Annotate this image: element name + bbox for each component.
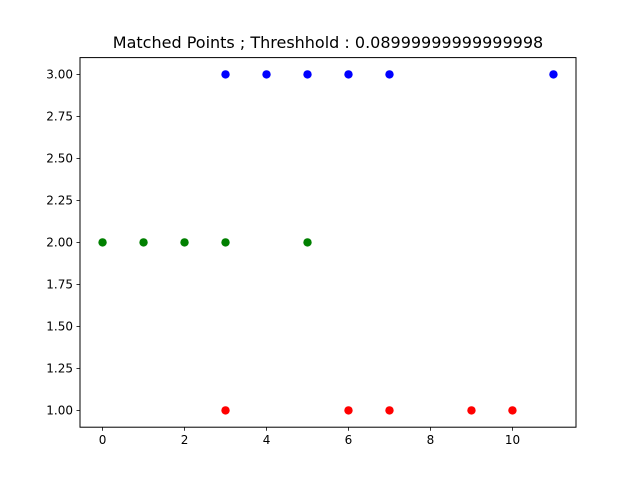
x-tick-label: 10 bbox=[505, 433, 520, 447]
data-point bbox=[385, 70, 394, 79]
data-point bbox=[221, 70, 230, 79]
x-tick-label: 6 bbox=[345, 433, 353, 447]
data-point bbox=[549, 70, 558, 79]
y-tick-label: 2.25 bbox=[46, 194, 73, 208]
data-point bbox=[467, 406, 476, 415]
x-tick-label: 2 bbox=[181, 433, 189, 447]
y-tick-label: 1.00 bbox=[46, 404, 73, 418]
data-point bbox=[385, 406, 394, 415]
y-tick-label: 2.50 bbox=[46, 152, 73, 166]
data-point bbox=[344, 406, 353, 415]
y-tick-label: 1.25 bbox=[46, 362, 73, 376]
axis-ticks: 0 2 4 6 8 10 1.00 1.25 1.50 1.75 2.00 2.25 2.50 2.75 3… bbox=[46, 68, 520, 448]
data-point bbox=[508, 406, 517, 415]
data-point bbox=[303, 70, 312, 79]
data-point bbox=[303, 238, 312, 247]
x-tick-label: 8 bbox=[427, 433, 435, 447]
data-point bbox=[139, 238, 148, 247]
data-point bbox=[262, 70, 271, 79]
data-points bbox=[98, 70, 558, 415]
y-tick-label: 2.75 bbox=[46, 110, 73, 124]
data-point bbox=[221, 406, 230, 415]
data-point bbox=[180, 238, 189, 247]
plot-area-frame bbox=[79, 57, 577, 428]
x-tick-label: 0 bbox=[99, 433, 107, 447]
data-point bbox=[98, 238, 107, 247]
data-point bbox=[221, 238, 230, 247]
x-tick-label: 4 bbox=[263, 433, 271, 447]
y-tick-label: 1.75 bbox=[46, 278, 73, 292]
chart-title: Matched Points ; Threshhold : 0.08999999… bbox=[113, 33, 543, 52]
y-tick-label: 1.50 bbox=[46, 320, 73, 334]
data-point bbox=[344, 70, 353, 79]
y-tick-label: 3.00 bbox=[46, 68, 73, 82]
y-tick-label: 2.00 bbox=[46, 236, 73, 250]
